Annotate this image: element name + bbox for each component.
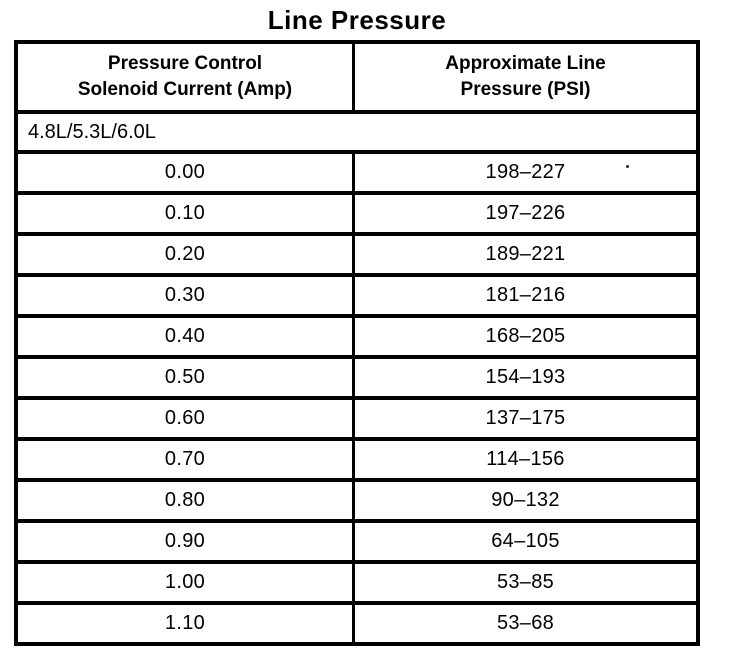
scan-speck	[626, 165, 629, 168]
current-cell: 0.40	[18, 318, 355, 355]
current-cell: 0.60	[18, 400, 355, 437]
table-row: 0.30 181–216	[18, 277, 696, 318]
current-cell: 0.30	[18, 277, 355, 314]
table-row: 1.10 53–68	[18, 605, 696, 642]
table-row: 0.20 189–221	[18, 236, 696, 277]
pressure-cell: 181–216	[485, 284, 566, 306]
table-header-row: Pressure Control Solenoid Current (Amp) …	[18, 44, 696, 114]
engine-variants-cell: 4.8L/5.3L/6.0L	[28, 120, 156, 143]
current-cell: 0.90	[18, 523, 355, 560]
pressure-cell: 154–193	[485, 366, 566, 388]
table-row: 0.00 198–227	[18, 154, 696, 195]
current-cell: 1.10	[18, 605, 355, 642]
header-line: Solenoid Current (Amp)	[77, 79, 293, 100]
table-row: 0.60 137–175	[18, 400, 696, 441]
table-row: 0.10 197–226	[18, 195, 696, 236]
current-cell: 0.80	[18, 482, 355, 519]
header-line: Approximate Line	[445, 52, 606, 74]
pressure-cell: 137–175	[485, 407, 566, 429]
line-pressure-table: Pressure Control Solenoid Current (Amp) …	[14, 40, 700, 646]
pressure-cell: 64–105	[491, 530, 560, 552]
current-cell: 0.20	[18, 236, 355, 273]
header-line: Pressure (PSI)	[460, 79, 591, 100]
pressure-cell: 90–132	[491, 489, 560, 511]
pressure-cell: 53–68	[496, 612, 555, 634]
table-row: 0.40 168–205	[18, 318, 696, 359]
header-cell-line-pressure: Approximate Line Pressure (PSI)	[355, 44, 696, 110]
current-cell: 0.70	[18, 441, 355, 478]
page-title: Line Pressure	[267, 5, 447, 35]
pressure-cell: 198–227	[485, 161, 566, 183]
table-row: 0.50 154–193	[18, 359, 696, 400]
header-cell-solenoid-current: Pressure Control Solenoid Current (Amp)	[18, 44, 355, 110]
pressure-cell: 114–156	[486, 448, 565, 470]
current-cell: 0.10	[18, 195, 355, 232]
current-cell: 1.00	[18, 564, 355, 601]
pressure-cell: 168–205	[485, 325, 566, 347]
current-cell: 0.50	[18, 359, 355, 396]
pressure-cell: 197–226	[485, 202, 566, 224]
engine-variants-row: 4.8L/5.3L/6.0L	[18, 114, 696, 154]
table-row: 0.80 90–132	[18, 482, 696, 523]
table-row: 1.00 53–85	[18, 564, 696, 605]
current-cell: 0.00	[18, 154, 355, 191]
table-row: 0.90 64–105	[18, 523, 696, 564]
pressure-cell: 53–85	[496, 571, 555, 593]
header-line: Pressure Control	[107, 52, 263, 74]
table-row: 0.70 114–156	[18, 441, 696, 482]
pressure-cell: 189–221	[485, 243, 566, 265]
